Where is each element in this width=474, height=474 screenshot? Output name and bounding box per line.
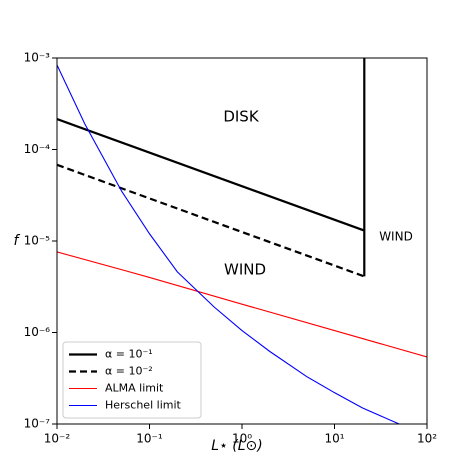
annotation: DISK <box>223 108 259 126</box>
annotation: WIND <box>224 261 266 279</box>
series-line <box>57 251 427 358</box>
x-tick-label: 10² <box>417 432 437 446</box>
y-axis-label: f <box>14 233 21 249</box>
plot-frame <box>56 57 428 425</box>
y-tick-label: 10⁻³ <box>24 51 51 65</box>
legend-label: α = 10⁻² <box>105 365 153 378</box>
legend-box <box>62 341 202 419</box>
legend-label: Herschel limit <box>105 399 182 412</box>
y-tick-label: 10⁻⁷ <box>24 417 51 431</box>
legend-label: ALMA limit <box>105 382 164 395</box>
x-tick-label: 10¹ <box>324 432 344 446</box>
annotation: WIND <box>379 230 413 244</box>
series-line <box>57 58 366 277</box>
y-tick-label: 10⁻⁴ <box>24 142 51 156</box>
x-tick-label: 10⁰ <box>232 432 252 446</box>
x-tick-label: 10⁻² <box>44 432 71 446</box>
x-tick-label: 10⁻¹ <box>136 432 163 446</box>
y-tick-label: 10⁻⁶ <box>24 325 51 339</box>
x-axis-label: L⋆ (L⊙) <box>211 438 262 454</box>
legend-label: α = 10⁻¹ <box>105 348 153 361</box>
series-line <box>57 64 400 424</box>
y-tick-label: 10⁻⁵ <box>24 234 51 248</box>
